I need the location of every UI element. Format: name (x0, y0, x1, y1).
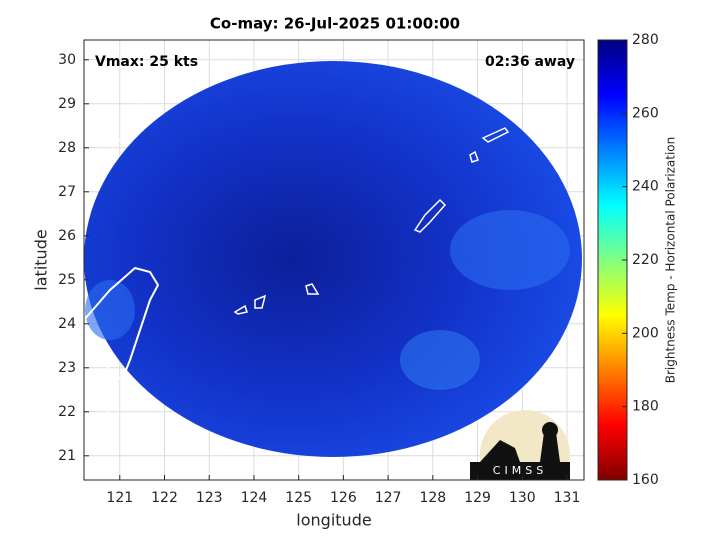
x-tick-label: 126 (330, 490, 357, 506)
x-tick-label: 127 (375, 490, 402, 506)
colorbar-tick-label: 260 (632, 105, 659, 121)
y-tick-label: 24 (58, 316, 76, 332)
plot-frame (83, 39, 585, 481)
annotation: Vmax: 25 kts (95, 54, 198, 70)
annotation: 02:36 away (485, 54, 575, 70)
x-tick-label: 130 (509, 490, 536, 506)
y-tick-label: 29 (58, 96, 76, 112)
logo: CIMSS (470, 410, 570, 480)
colorbar-tick-label: 160 (632, 472, 659, 488)
colorbar-label: Brightness Temp - Horizontal Polarizatio… (664, 137, 678, 384)
island (233, 127, 510, 315)
x-tick-label: 129 (464, 490, 491, 506)
colorbar-tick-label: 180 (632, 399, 659, 415)
x-tick-label: 128 (419, 490, 446, 506)
x-tick-label: 124 (241, 490, 268, 506)
colorbar-tick-label: 280 (632, 32, 659, 48)
cloud (85, 280, 135, 340)
y-tick-label: 26 (58, 228, 76, 244)
y-tick-label: 21 (58, 448, 76, 464)
x-tick-label: 122 (151, 490, 178, 506)
cloud (400, 330, 480, 390)
x-tick-label: 131 (554, 490, 581, 506)
y-tick-label: 25 (58, 272, 76, 288)
imagery: CIMSS (84, 41, 582, 480)
y-tick-label: 30 (58, 52, 76, 68)
colorbar-tick-label: 200 (632, 325, 659, 341)
colorbar-tick-label: 220 (632, 252, 659, 268)
x-tick-label: 125 (285, 490, 312, 506)
x-axis-label: longitude (296, 511, 371, 530)
y-tick-label: 22 (58, 404, 76, 420)
cloud (450, 210, 570, 290)
x-tick-label: 123 (196, 490, 223, 506)
y-axis-label: latitude (32, 229, 51, 290)
coastline (84, 266, 160, 382)
y-tick-label: 23 (58, 360, 76, 376)
x-tick-label: 121 (106, 490, 133, 506)
chart-title: Co-may: 26-Jul-2025 01:00:00 (210, 15, 460, 33)
y-tick-label: 27 (58, 184, 76, 200)
colorbar-tick-label: 240 (632, 179, 659, 195)
coastline (84, 41, 141, 416)
y-tick-label: 28 (58, 140, 76, 156)
logo-text: CIMSS (493, 464, 547, 477)
